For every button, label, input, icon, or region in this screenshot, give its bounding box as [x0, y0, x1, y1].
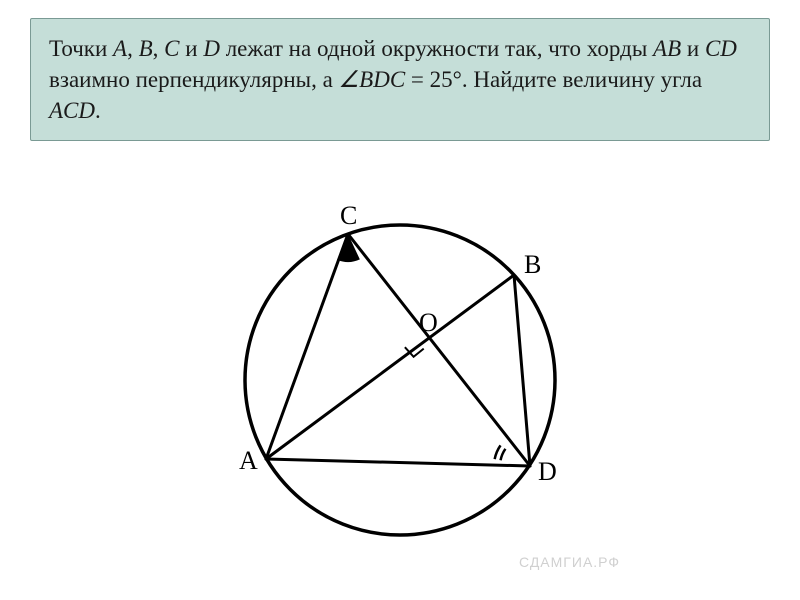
- var-d: D: [203, 36, 220, 61]
- svg-text:B: B: [524, 250, 541, 279]
- text: = 25°. Найдите величину угла: [405, 67, 702, 92]
- angle-sym: ∠: [339, 67, 360, 92]
- diagram-svg: A B C D O: [200, 170, 600, 570]
- text: взаимно перпендикулярны, а: [49, 67, 339, 92]
- var-bdc: BDC: [359, 67, 405, 92]
- var-acd: ACD: [49, 98, 95, 123]
- text: ,: [153, 36, 165, 61]
- var-cd: CD: [705, 36, 737, 61]
- watermark: СДАМГИА.РФ: [519, 554, 620, 570]
- var-c: C: [164, 36, 179, 61]
- var-b: B: [139, 36, 153, 61]
- text: Точки: [49, 36, 113, 61]
- text: и: [681, 36, 705, 61]
- problem-statement: Точки A, B, C и D лежат на одной окружно…: [30, 18, 770, 141]
- var-a: A: [113, 36, 127, 61]
- var-ab: AB: [653, 36, 681, 61]
- text: .: [95, 98, 101, 123]
- text: и: [180, 36, 204, 61]
- svg-text:C: C: [340, 201, 357, 230]
- svg-text:A: A: [239, 446, 258, 475]
- geometry-diagram: A B C D O: [200, 170, 600, 570]
- svg-text:D: D: [538, 457, 557, 486]
- text: лежат на одной окружности так, что хорды: [220, 36, 653, 61]
- svg-text:O: O: [419, 308, 438, 337]
- text: ,: [127, 36, 139, 61]
